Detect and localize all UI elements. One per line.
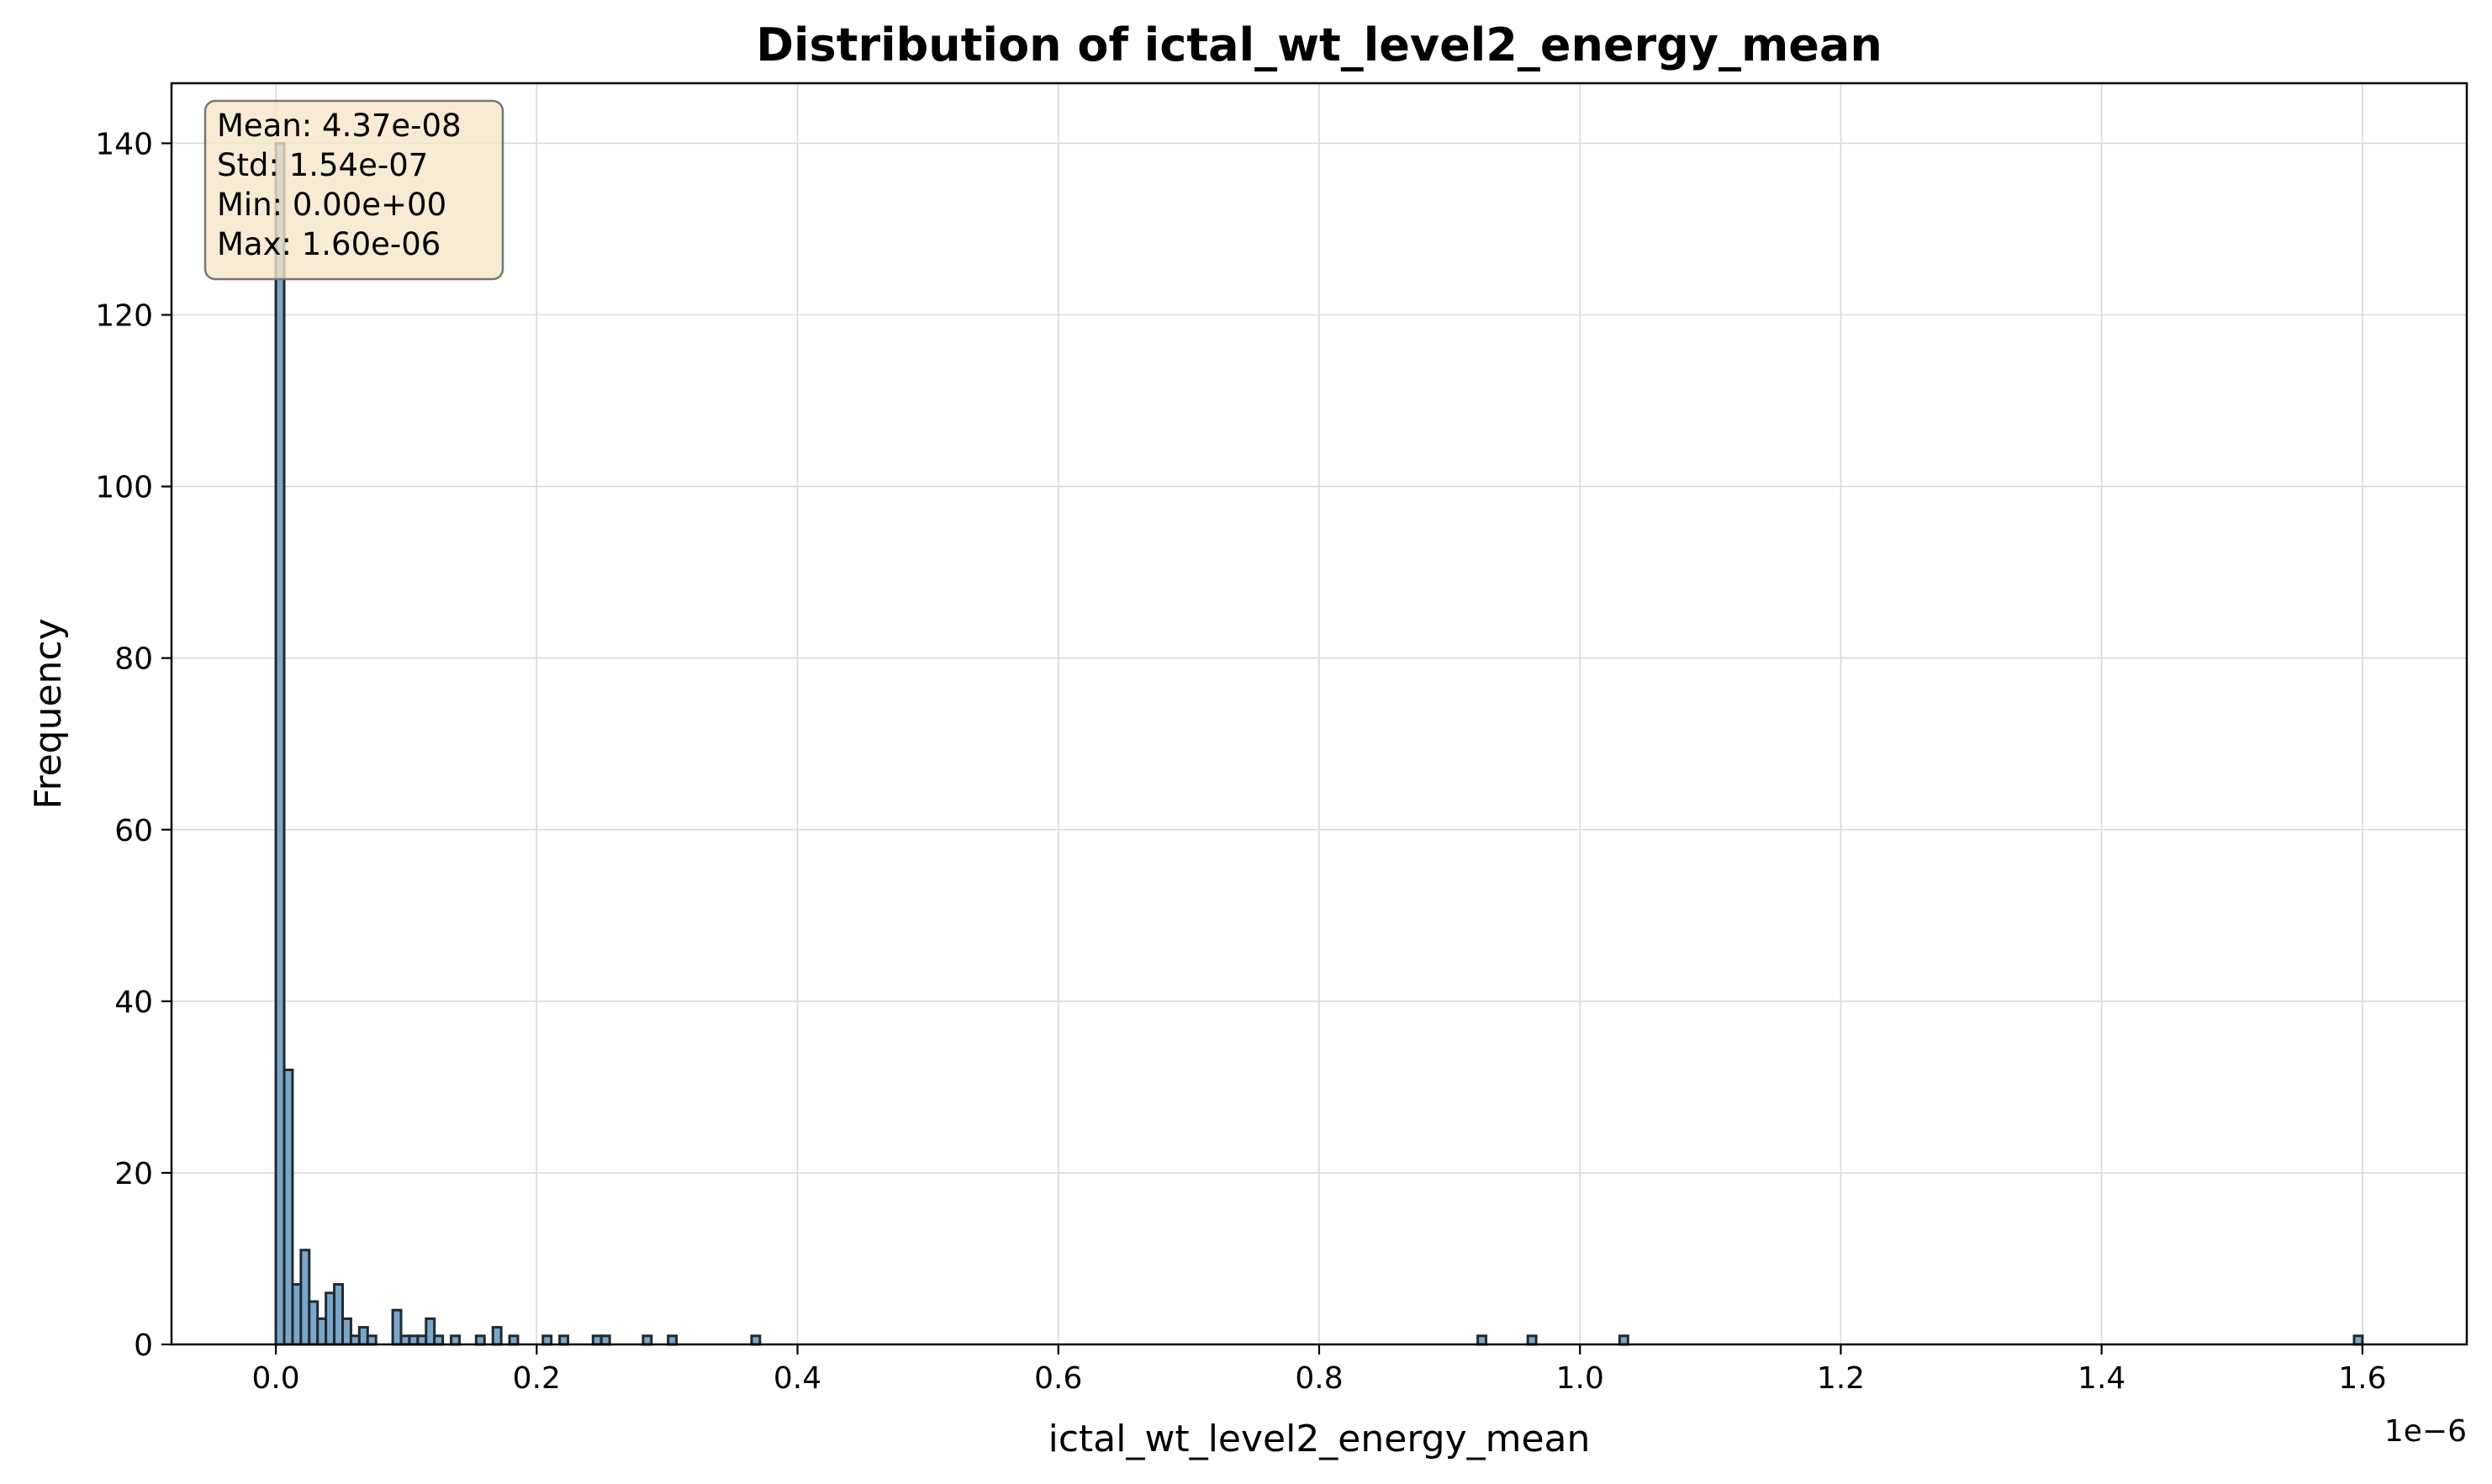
- histogram-bar: [541, 1334, 553, 1346]
- y-tick-label: 20: [114, 1157, 153, 1191]
- histogram-bar: [558, 1334, 570, 1346]
- stats-box-background: [203, 99, 504, 281]
- histogram-bar: [1476, 1334, 1488, 1346]
- y-axis-label: Frequency: [27, 618, 70, 809]
- histogram-bar: [508, 1334, 520, 1346]
- histogram-bar: [366, 1334, 377, 1346]
- histogram-bar: [491, 1326, 503, 1346]
- x-tick-label: 0.8: [1295, 1361, 1343, 1396]
- y-tick-label: 100: [95, 471, 153, 505]
- histogram-bar: [450, 1334, 461, 1346]
- histogram-bar: [750, 1334, 762, 1346]
- x-tick-label: 1.2: [1817, 1361, 1865, 1396]
- stats-box: Mean: 4.37e-08 Std: 1.54e-07 Min: 0.00e+…: [203, 99, 504, 281]
- stats-mean: Mean: 4.37e-08: [217, 108, 462, 144]
- histogram-bar: [2352, 1334, 2364, 1346]
- chart-title: Distribution of ictal_wt_level2_energy_m…: [756, 18, 1882, 71]
- histogram-bar: [1618, 1334, 1629, 1346]
- histogram-bar: [474, 1334, 486, 1346]
- y-tick-label: 0: [134, 1328, 153, 1363]
- x-tick-label: 0.0: [251, 1361, 299, 1396]
- stats-max: Max: 1.60e-06: [217, 226, 441, 262]
- ticks-layer: 0.0 0.2 0.4 0.6 0.8 1.0 1.2 1.4 1.6 0 20 40 60 80 100 1…: [95, 127, 2386, 1396]
- y-tick-label: 140: [95, 127, 153, 161]
- x-axis-label: ictal_wt_level2_energy_mean: [1048, 1418, 1591, 1460]
- y-tick-label: 40: [114, 985, 153, 1020]
- y-tick-label: 60: [114, 814, 153, 848]
- histogram-bar: [667, 1334, 678, 1346]
- x-tick-label: 0.2: [513, 1361, 561, 1396]
- x-tick-label: 0.4: [773, 1361, 821, 1396]
- x-tick-label: 1.6: [2338, 1361, 2386, 1396]
- histogram-bar: [433, 1334, 445, 1346]
- x-tick-label: 1.0: [1556, 1361, 1604, 1396]
- y-tick-label: 80: [114, 642, 153, 677]
- x-axis-scale-label: 1e−6: [2384, 1414, 2467, 1449]
- stats-std: Std: 1.54e-07: [217, 147, 428, 183]
- histogram-bar: [641, 1334, 653, 1346]
- y-tick-label: 120: [95, 299, 153, 334]
- x-tick-label: 0.6: [1034, 1361, 1082, 1396]
- stats-min: Min: 0.00e+00: [217, 187, 446, 223]
- histogram-bar: [1526, 1334, 1538, 1346]
- histogram-bar: [599, 1334, 611, 1346]
- x-tick-label: 1.4: [2078, 1361, 2125, 1396]
